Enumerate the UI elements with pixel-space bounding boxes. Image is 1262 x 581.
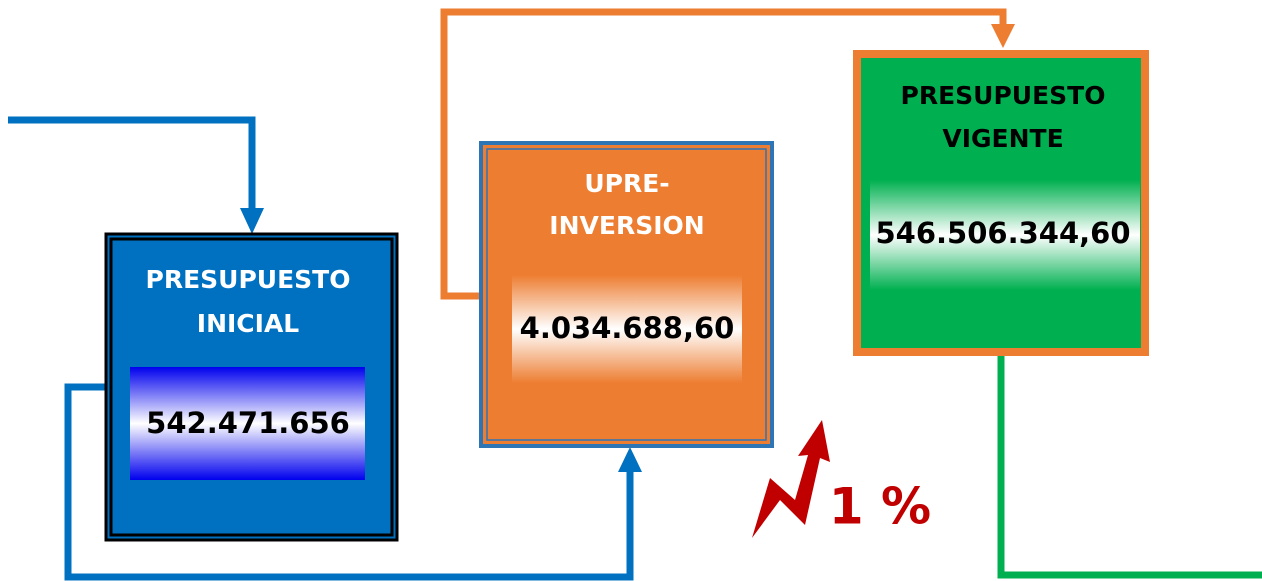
value-band bbox=[512, 275, 742, 383]
arrow-head bbox=[240, 208, 264, 234]
connector bbox=[440, 8, 1007, 300]
value-band bbox=[130, 367, 365, 480]
node-title: VIGENTE bbox=[942, 124, 1063, 153]
node: PRESUPUESTO INICIAL 542.471.656 bbox=[104, 232, 399, 542]
up-arrow-icon bbox=[752, 420, 830, 538]
connector bbox=[997, 355, 1262, 579]
node-title: UPRE- bbox=[584, 169, 669, 198]
node-value: 546.506.344,60 bbox=[875, 216, 1130, 250]
node-title: INICIAL bbox=[197, 309, 300, 338]
percent-label: 1 % bbox=[829, 478, 931, 536]
arrow-head bbox=[991, 24, 1015, 48]
connectors bbox=[8, 8, 1262, 581]
box-inner-border bbox=[109, 237, 394, 537]
connector bbox=[64, 383, 634, 581]
node-value: 4.034.688,60 bbox=[520, 311, 735, 345]
box-inner-border bbox=[486, 148, 767, 441]
node-title: INVERSION bbox=[549, 211, 704, 240]
node: PRESUPUESTO VIGENTE 546.506.344,60 bbox=[853, 50, 1149, 356]
arrow-head bbox=[618, 447, 642, 472]
node: UPRE- INVERSION 4.034.688,60 bbox=[479, 141, 774, 448]
node-title: PRESUPUESTO bbox=[901, 81, 1106, 110]
node-title: PRESUPUESTO bbox=[146, 265, 351, 294]
value-band bbox=[870, 180, 1140, 290]
growth-indicator: 1 % bbox=[752, 420, 931, 538]
node-value: 542.471.656 bbox=[146, 406, 350, 440]
connector bbox=[8, 116, 256, 210]
